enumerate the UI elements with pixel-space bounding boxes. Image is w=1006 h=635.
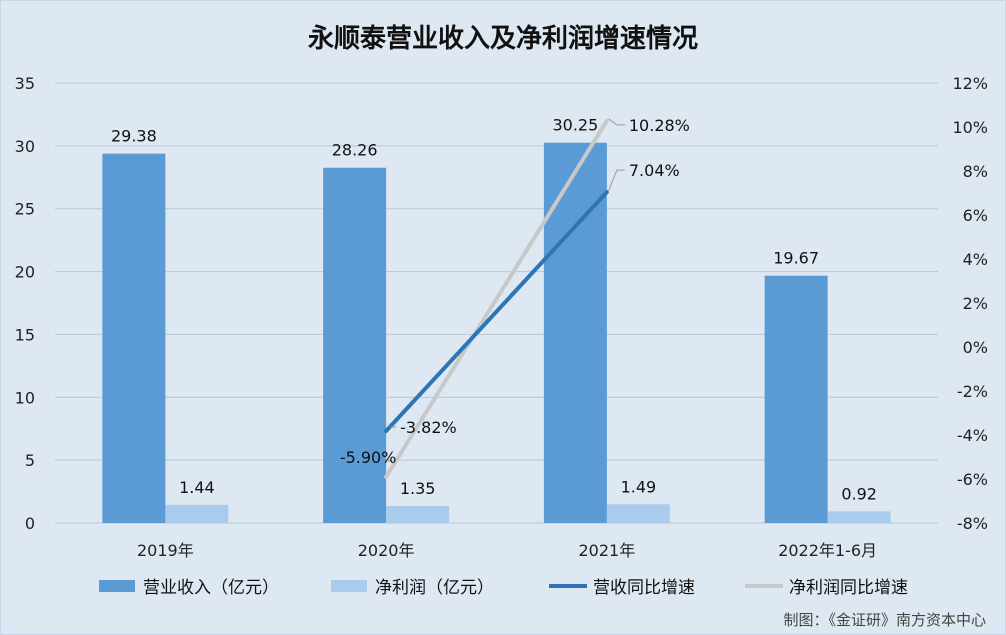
revenue-data-label: 19.67 [773,249,819,268]
category-label: 2021年 [579,541,636,560]
legend-swatch [99,580,135,592]
legend-swatch [331,580,367,592]
right-tick-label: 8% [963,162,988,181]
net-profit-data-label: 1.35 [400,479,436,498]
net-profit-growth-label: -5.90% [340,448,397,467]
line-series: -3.82% 7.04% -5.90% 10.28% [340,116,690,479]
net-profit-bar [606,504,670,523]
revenue-bar [102,153,166,523]
net-profit-bar [386,506,450,523]
revenue-data-label: 29.38 [111,127,157,146]
category-label: 2019年 [137,541,194,560]
revenue-bar [764,275,828,523]
left-tick-label: 35 [15,74,35,93]
left-tick-label: 20 [15,263,35,282]
right-tick-label: 12% [952,74,988,93]
right-tick-label: -8% [957,514,988,533]
gridlines [55,82,938,524]
left-tick-label: 5 [25,451,35,470]
net-profit-growth-line [384,118,609,479]
leader-line [608,169,625,191]
legend-label: 净利润（亿元） [375,578,494,598]
bar-series: 29.38 28.26 30.25 19.67 1.44 1.35 1.49 0.92 [102,116,891,523]
right-tick-label: 6% [963,206,988,225]
category-axis: 2019年 2020年 2021年 2022年1-6月 [137,541,877,560]
left-tick-label: 10 [15,388,35,407]
right-tick-label: 4% [963,250,988,269]
net-profit-data-label: 1.44 [179,478,215,497]
revenue-growth-label: 7.04% [629,161,680,180]
legend-label: 营业收入（亿元） [143,578,279,598]
leader-line [608,118,625,126]
net-profit-data-label: 0.92 [841,484,877,503]
category-label: 2020年 [358,541,415,560]
net-profit-data-label: 1.49 [621,477,657,496]
net-profit-bar [827,511,891,523]
revenue-data-label: 30.25 [552,116,598,135]
legend: 营业收入（亿元） 净利润（亿元） 营收同比增速 净利润同比增速 [99,578,908,598]
revenue-growth-line [384,190,609,434]
net-profit-bar [165,504,229,523]
right-tick-label: 2% [963,294,988,313]
left-tick-label: 25 [15,200,35,219]
revenue-bar [323,167,387,523]
right-tick-label: -6% [957,470,988,489]
credit-text: 制图：《金证研》南方资本中心 [783,611,986,629]
right-tick-label: -2% [957,382,988,401]
left-tick-label: 15 [15,325,35,344]
revenue-growth-label: -3.82% [400,418,457,437]
legend-label: 净利润同比增速 [789,578,908,598]
right-tick-label: 10% [952,118,988,137]
net-profit-growth-label: 10.28% [629,116,690,135]
left-tick-label: 30 [15,137,35,156]
category-label: 2022年1-6月 [778,541,877,560]
right-tick-label: 0% [963,338,988,357]
left-tick-label: 0 [25,514,35,533]
right-tick-label: -4% [957,426,988,445]
legend-label: 营收同比增速 [593,578,695,598]
left-axis-ticks: 0 5 10 15 20 25 30 35 [15,74,35,533]
chart-title: 永顺泰营业收入及净利润增速情况 [308,23,698,54]
revenue-data-label: 28.26 [332,141,378,160]
right-axis-ticks: -8% -6% -4% -2% 0% 2% 4% 6% 8% 10% 12% [952,74,988,533]
